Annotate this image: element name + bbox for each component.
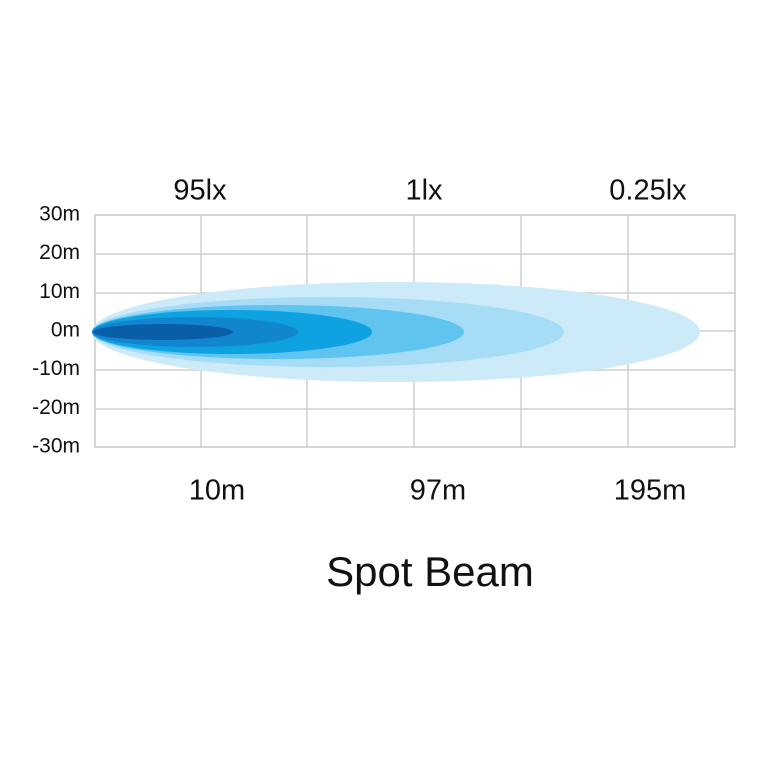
illuminance-label: 1lx xyxy=(405,175,443,207)
distance-label: 10m xyxy=(189,475,245,507)
y-axis-label: -30m xyxy=(32,435,80,458)
y-axis-label: -10m xyxy=(32,357,80,380)
illuminance-labels: 95lx 1lx 0.25lx xyxy=(173,175,687,207)
y-axis-label: 10m xyxy=(39,280,80,303)
beam xyxy=(92,282,700,382)
y-axis-labels: 30m 20m 10m 0m -10m -20m -30m xyxy=(32,203,80,458)
y-axis-label: 30m xyxy=(39,203,80,226)
illuminance-label: 95lx xyxy=(173,175,227,207)
distance-label: 97m xyxy=(410,475,466,507)
y-axis-label: 20m xyxy=(39,241,80,264)
distance-label: 195m xyxy=(614,475,687,507)
distance-labels: 10m 97m 195m xyxy=(189,475,686,507)
y-axis-label: -20m xyxy=(32,396,80,419)
y-axis-label: 0m xyxy=(51,319,80,342)
beam-zone xyxy=(93,324,233,340)
illuminance-label: 0.25lx xyxy=(609,175,687,207)
title: Spot Beam xyxy=(326,548,534,595)
